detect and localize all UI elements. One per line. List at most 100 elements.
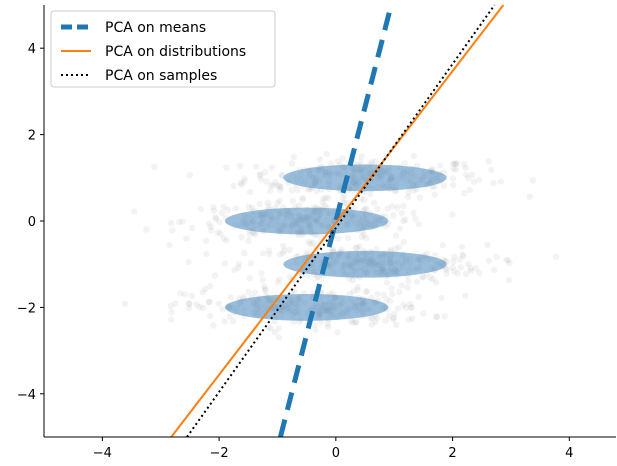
sample-point [361, 205, 368, 213]
sample-point [456, 256, 464, 263]
sample-point [312, 326, 319, 334]
sample-point [220, 203, 227, 211]
sample-point [231, 266, 238, 274]
sample-point [485, 257, 492, 264]
sample-point [241, 175, 248, 182]
sample-point [432, 279, 440, 286]
sample-point [373, 245, 380, 252]
sample-point [388, 285, 395, 292]
sample-point [409, 315, 416, 322]
sample-point [267, 325, 274, 332]
sample-point [299, 196, 306, 203]
sample-point [325, 194, 332, 202]
sample-point [304, 186, 312, 193]
sample-point [506, 260, 513, 267]
sample-point [454, 270, 461, 277]
sample-point [341, 192, 348, 199]
x-tick-label: 0 [332, 446, 340, 461]
sample-point [304, 249, 311, 256]
sample-point [217, 230, 224, 237]
sample-point [416, 194, 423, 201]
sample-point [232, 205, 239, 212]
sample-point [400, 203, 407, 210]
pca-distributions-line [170, 4, 505, 438]
x-tick-label: 2 [448, 446, 456, 461]
sample-point [360, 231, 367, 239]
sample-point [339, 155, 346, 162]
sample-point [383, 296, 391, 303]
sample-point [384, 205, 391, 212]
sample-point [199, 289, 206, 296]
sample-point [249, 204, 256, 212]
sample-point [354, 283, 361, 291]
sample-point [350, 288, 357, 295]
sample-point [406, 300, 414, 308]
sample-point [271, 329, 279, 336]
sample-point [453, 160, 460, 167]
sample-point [390, 316, 397, 323]
sample-point [259, 250, 267, 257]
sample-point [211, 272, 219, 279]
sample-point [408, 303, 415, 311]
sample-point [286, 273, 294, 280]
sample-point [418, 273, 426, 281]
sample-point [247, 260, 255, 267]
legend-label-means: PCA on means [105, 20, 206, 36]
sample-point [277, 186, 284, 194]
sample-point [258, 176, 265, 183]
sample-point [450, 160, 457, 167]
sample-point [352, 318, 359, 326]
sample-point [450, 181, 457, 189]
sample-point [368, 158, 375, 166]
sample-point [272, 179, 279, 186]
sample-point [449, 264, 456, 271]
sample-point [360, 197, 368, 204]
distributions-layer [224, 164, 447, 321]
sample-point [453, 160, 460, 167]
sample-point [199, 304, 207, 312]
sample-point [185, 304, 193, 312]
sample-point [270, 182, 277, 189]
sample-point [263, 178, 270, 185]
sample-point [382, 317, 389, 324]
sample-point [288, 160, 296, 167]
sample-point [166, 242, 173, 249]
sample-point [266, 203, 273, 210]
sample-point [493, 253, 500, 260]
sample-point [335, 235, 342, 242]
sample-point [339, 195, 346, 202]
sample-point [467, 267, 474, 274]
sample-point [256, 172, 264, 179]
sample-point [404, 284, 411, 291]
sample-point [398, 282, 405, 289]
sample-point [362, 288, 370, 295]
sample-point [238, 234, 245, 241]
sample-point [400, 238, 407, 246]
sample-point [236, 162, 244, 170]
sample-point [210, 203, 217, 211]
sample-point [167, 302, 174, 310]
sample-point [185, 258, 192, 266]
sample-point [458, 243, 466, 251]
sample-point [193, 301, 200, 308]
sample-point [552, 253, 560, 260]
sample-point [353, 319, 360, 326]
sample-point [258, 270, 265, 277]
sample-point [476, 269, 483, 277]
legend-label-samples: PCA on samples [105, 68, 217, 84]
sample-point [245, 288, 252, 296]
sample-point [265, 247, 273, 254]
sample-point [488, 166, 495, 174]
sample-point [345, 234, 352, 242]
sample-point [433, 313, 440, 320]
sample-point [504, 257, 512, 264]
sample-point [429, 275, 437, 283]
sample-point [450, 160, 458, 168]
sample-point [438, 294, 445, 302]
sample-point [352, 244, 359, 252]
sample-point [214, 229, 221, 236]
sample-point [181, 291, 188, 298]
sample-point [370, 199, 378, 206]
sample-point [323, 150, 330, 158]
sample-point [215, 300, 222, 307]
